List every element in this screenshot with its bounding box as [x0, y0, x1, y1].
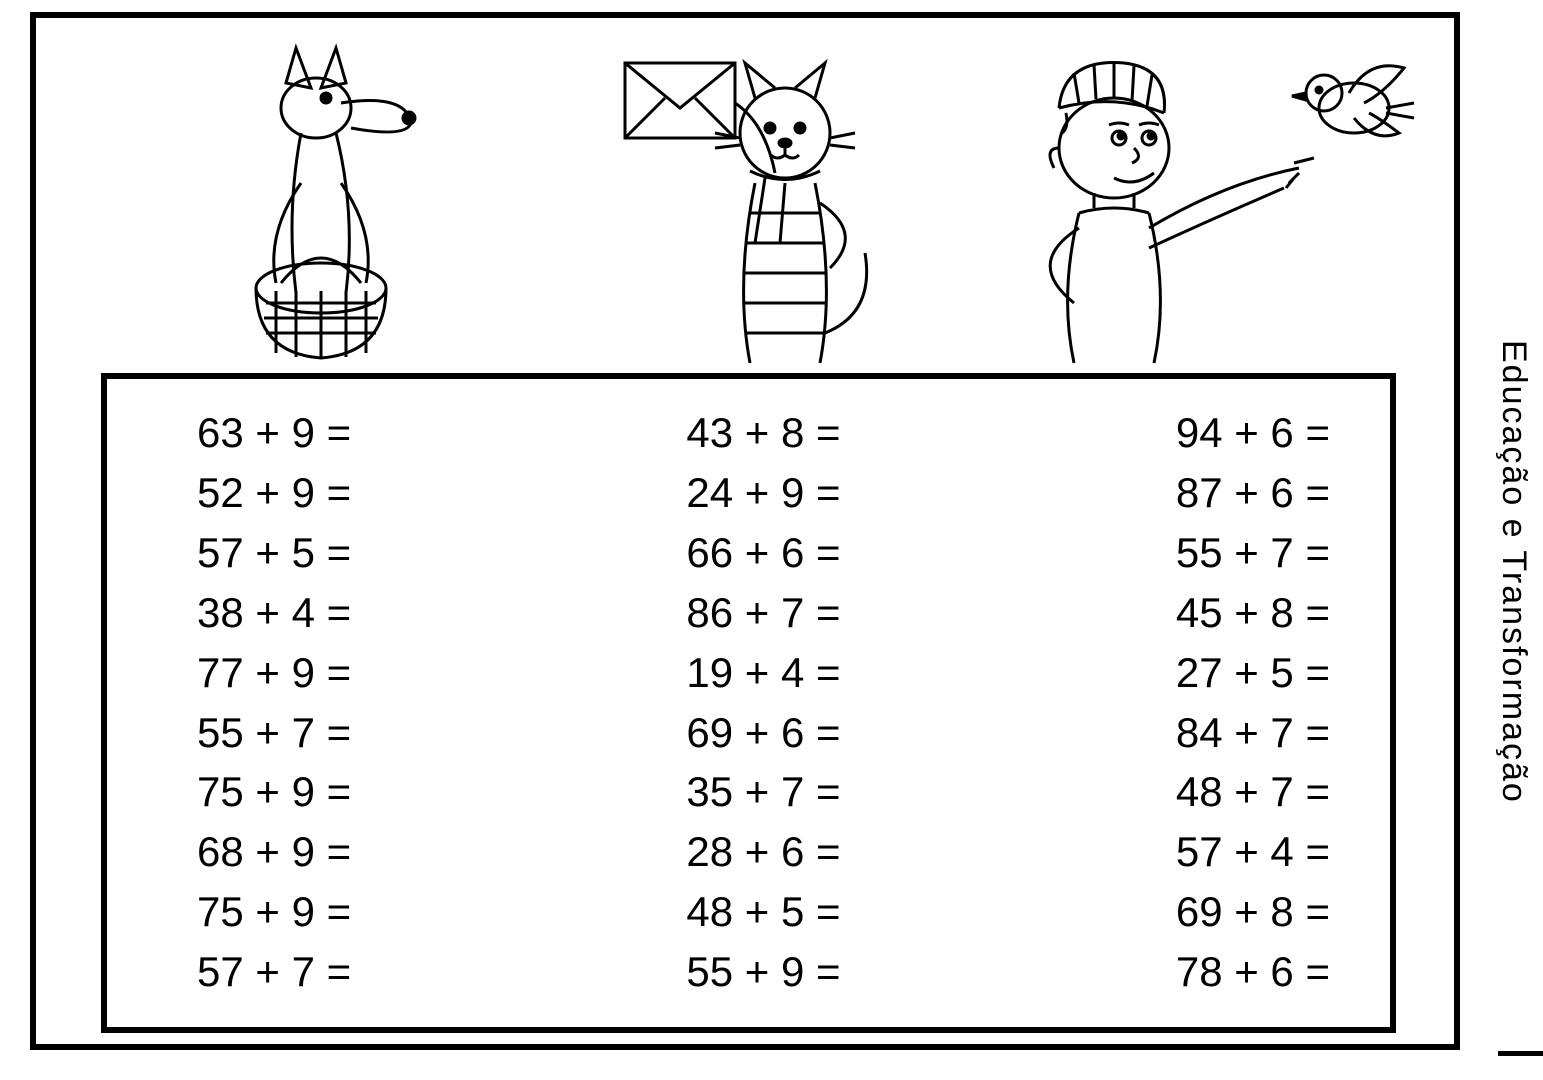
problem-item: 19 + 4 = [686, 644, 840, 703]
problem-item: 24 + 9 = [686, 464, 840, 523]
problem-item: 69 + 6 = [686, 704, 840, 763]
dog-illustration [116, 18, 535, 373]
bird-illustration [1274, 48, 1424, 163]
problem-item: 57 + 4 = [1176, 823, 1330, 882]
problem-item: 55 + 7 = [1176, 524, 1330, 583]
problem-item: 35 + 7 = [686, 763, 840, 822]
cat-with-envelope-icon [615, 33, 875, 373]
problem-item: 78 + 6 = [1176, 943, 1330, 1002]
problem-item: 84 + 7 = [1176, 704, 1330, 763]
problem-item: 38 + 4 = [197, 584, 351, 643]
problem-item: 63 + 9 = [197, 404, 351, 463]
problem-item: 75 + 9 = [197, 883, 351, 942]
problem-item: 52 + 9 = [197, 464, 351, 523]
problem-item: 68 + 9 = [197, 823, 351, 882]
problem-item: 43 + 8 = [686, 404, 840, 463]
problem-item: 57 + 5 = [197, 524, 351, 583]
problem-item: 55 + 7 = [197, 704, 351, 763]
problem-item: 86 + 7 = [686, 584, 840, 643]
worksheet-frame: 63 + 9 = 52 + 9 = 57 + 5 = 38 + 4 = 77 +… [30, 12, 1460, 1050]
problem-item: 28 + 6 = [686, 823, 840, 882]
problem-item: 87 + 6 = [1176, 464, 1330, 523]
dog-with-basket-icon [226, 33, 426, 373]
bird-icon [1274, 48, 1424, 158]
problem-column-2: 43 + 8 = 24 + 9 = 66 + 6 = 86 + 7 = 19 +… [686, 404, 840, 1002]
problem-item: 66 + 6 = [686, 524, 840, 583]
illustrations-row [36, 18, 1454, 373]
side-label: Educação e Transformação [1494, 340, 1533, 804]
problem-item: 77 + 9 = [197, 644, 351, 703]
problem-item: 48 + 7 = [1176, 763, 1330, 822]
problem-column-1: 63 + 9 = 52 + 9 = 57 + 5 = 38 + 4 = 77 +… [197, 404, 351, 1002]
problem-item: 57 + 7 = [197, 943, 351, 1002]
problem-item: 48 + 5 = [686, 883, 840, 942]
problem-item: 55 + 9 = [686, 943, 840, 1002]
side-tick [1498, 1051, 1543, 1056]
cat-illustration [535, 18, 954, 373]
problems-box: 63 + 9 = 52 + 9 = 57 + 5 = 38 + 4 = 77 +… [101, 373, 1396, 1033]
problem-item: 45 + 8 = [1176, 584, 1330, 643]
problem-item: 94 + 6 = [1176, 404, 1330, 463]
problem-item: 75 + 9 = [197, 763, 351, 822]
problem-column-3: 94 + 6 = 87 + 6 = 55 + 7 = 45 + 8 = 27 +… [1176, 404, 1330, 1002]
problem-item: 69 + 8 = [1176, 883, 1330, 942]
problem-item: 27 + 5 = [1176, 644, 1330, 703]
